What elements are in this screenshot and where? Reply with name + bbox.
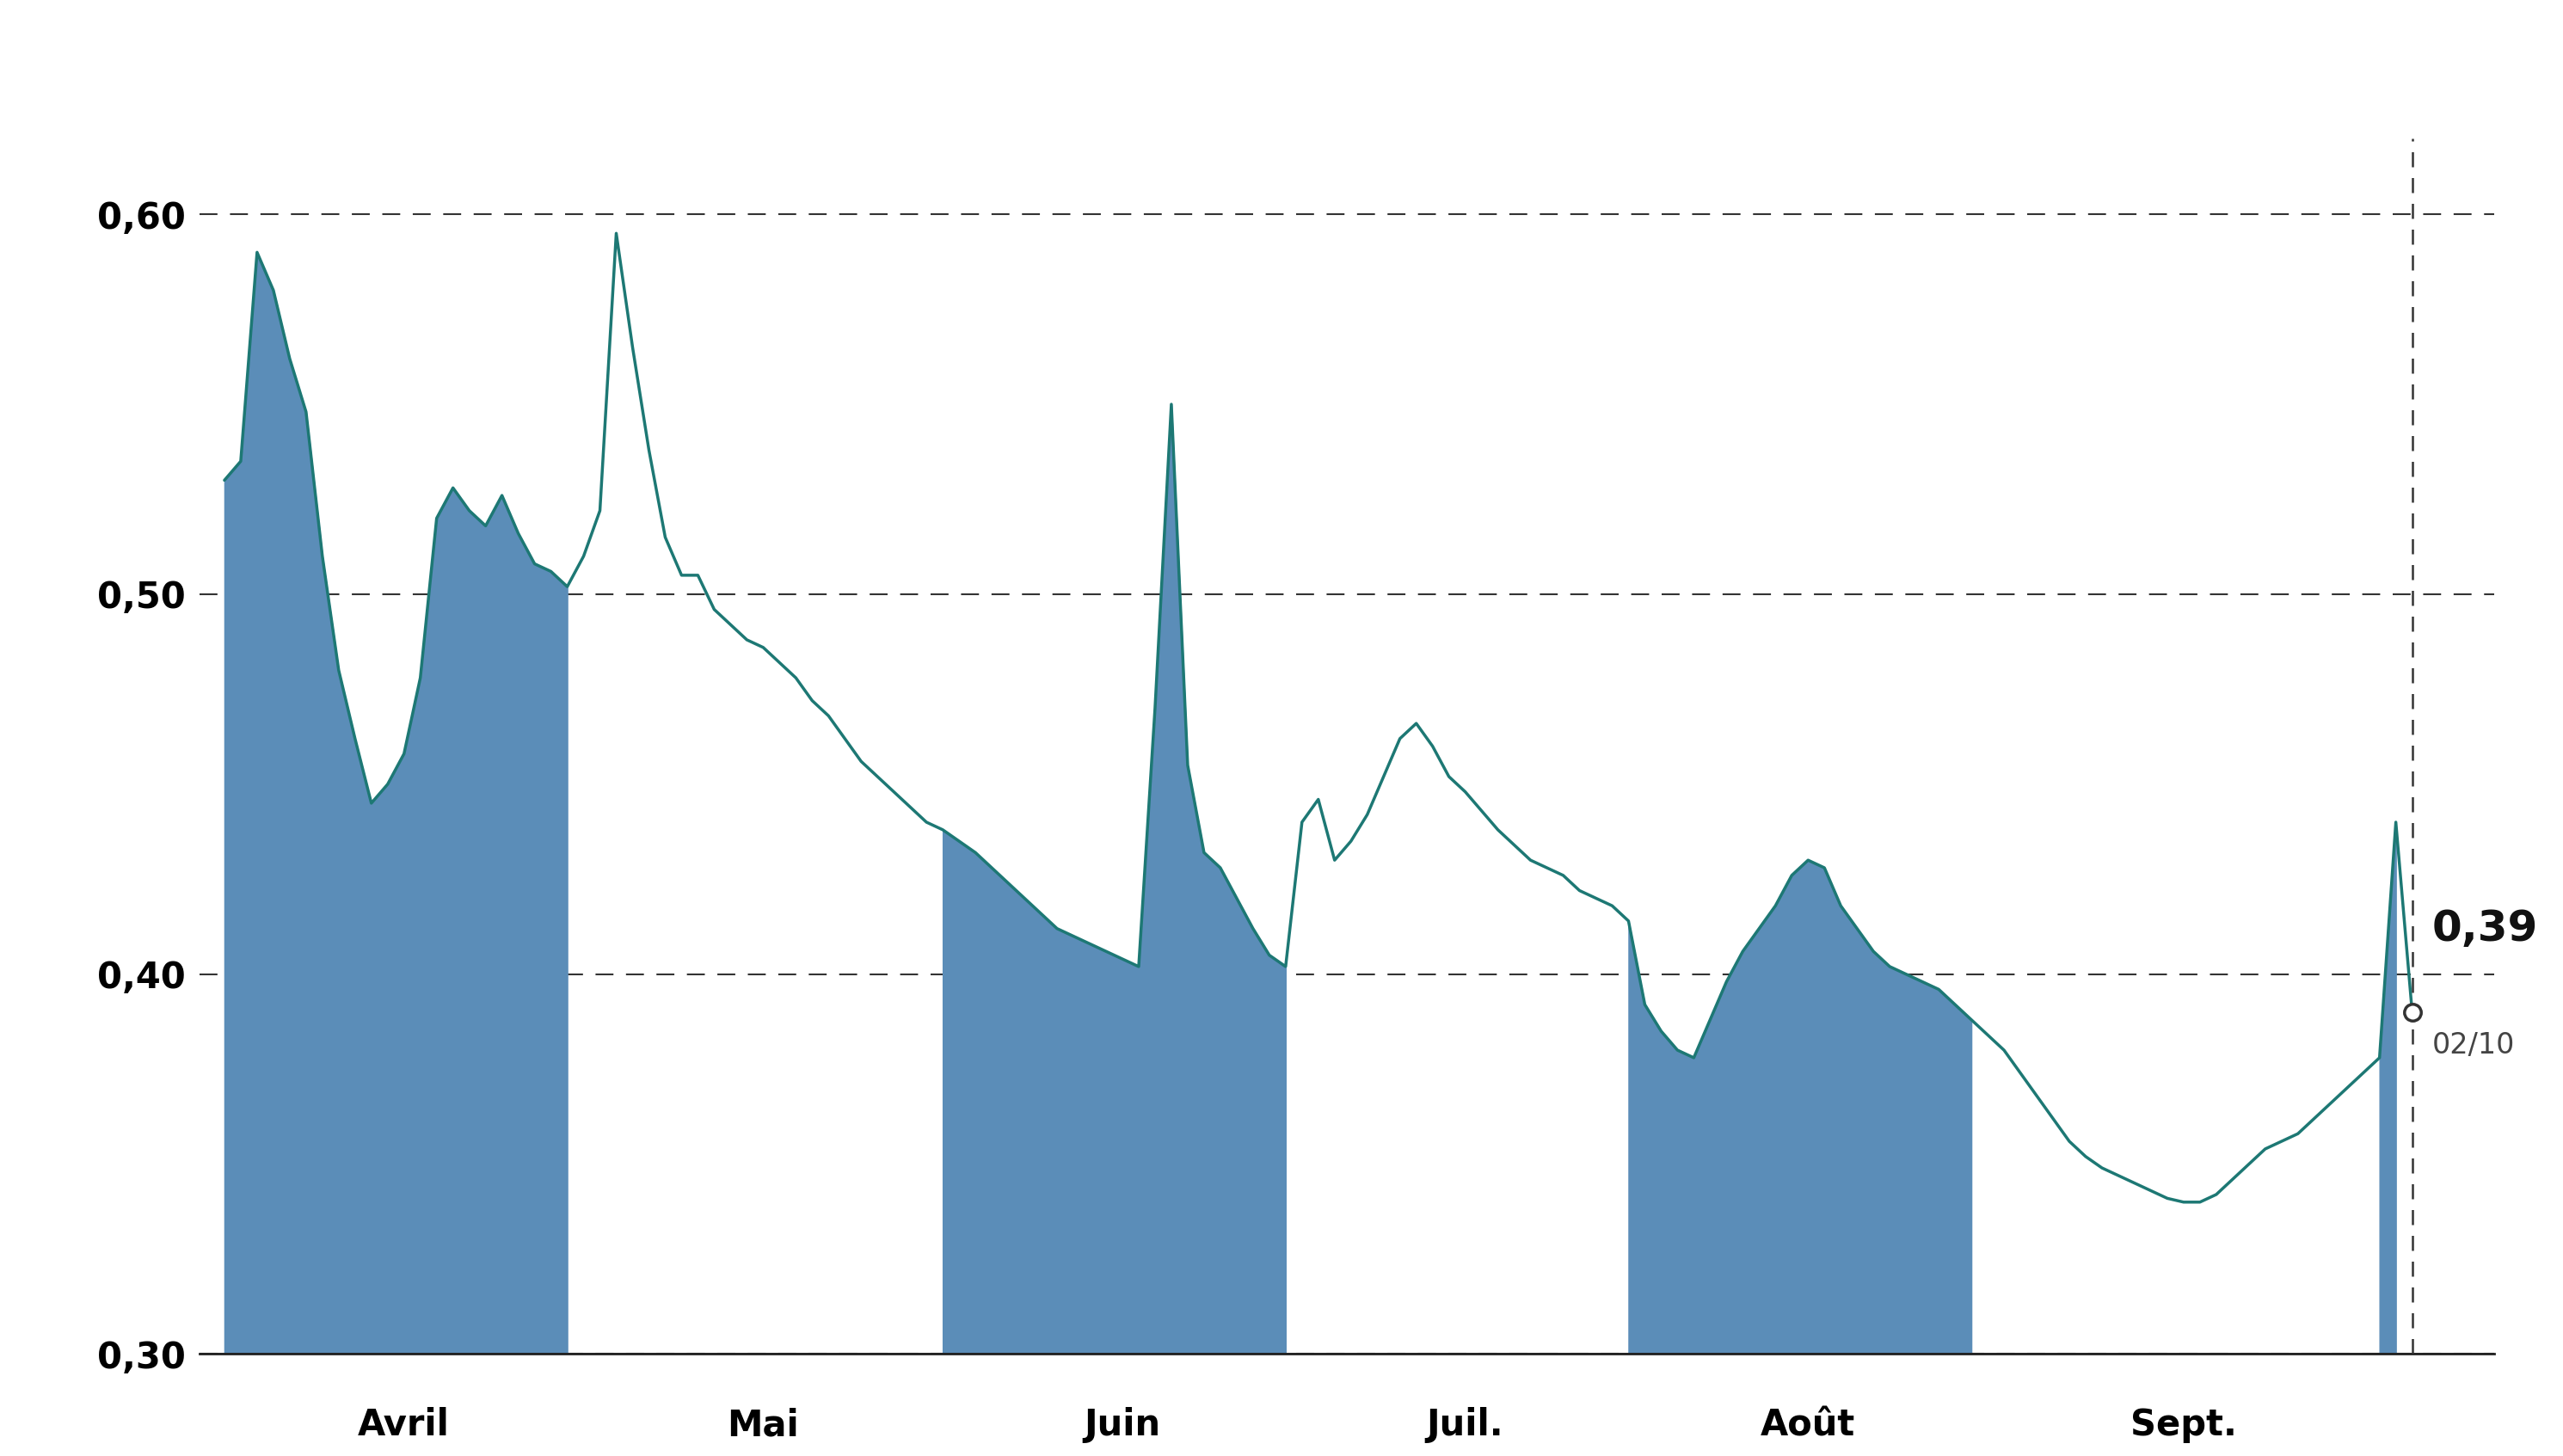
Text: Mai: Mai <box>728 1408 800 1443</box>
Text: Sept.: Sept. <box>2130 1408 2237 1443</box>
Text: Juil.: Juil. <box>1428 1408 1504 1443</box>
Text: 02/10: 02/10 <box>2432 1031 2514 1060</box>
Text: 0,39: 0,39 <box>2432 909 2537 949</box>
Text: Juin: Juin <box>1084 1408 1161 1443</box>
Text: Août: Août <box>1761 1408 1856 1443</box>
Text: Avril: Avril <box>359 1408 451 1443</box>
Text: India Globalization Capital, Inc.: India Globalization Capital, Inc. <box>713 28 1850 92</box>
